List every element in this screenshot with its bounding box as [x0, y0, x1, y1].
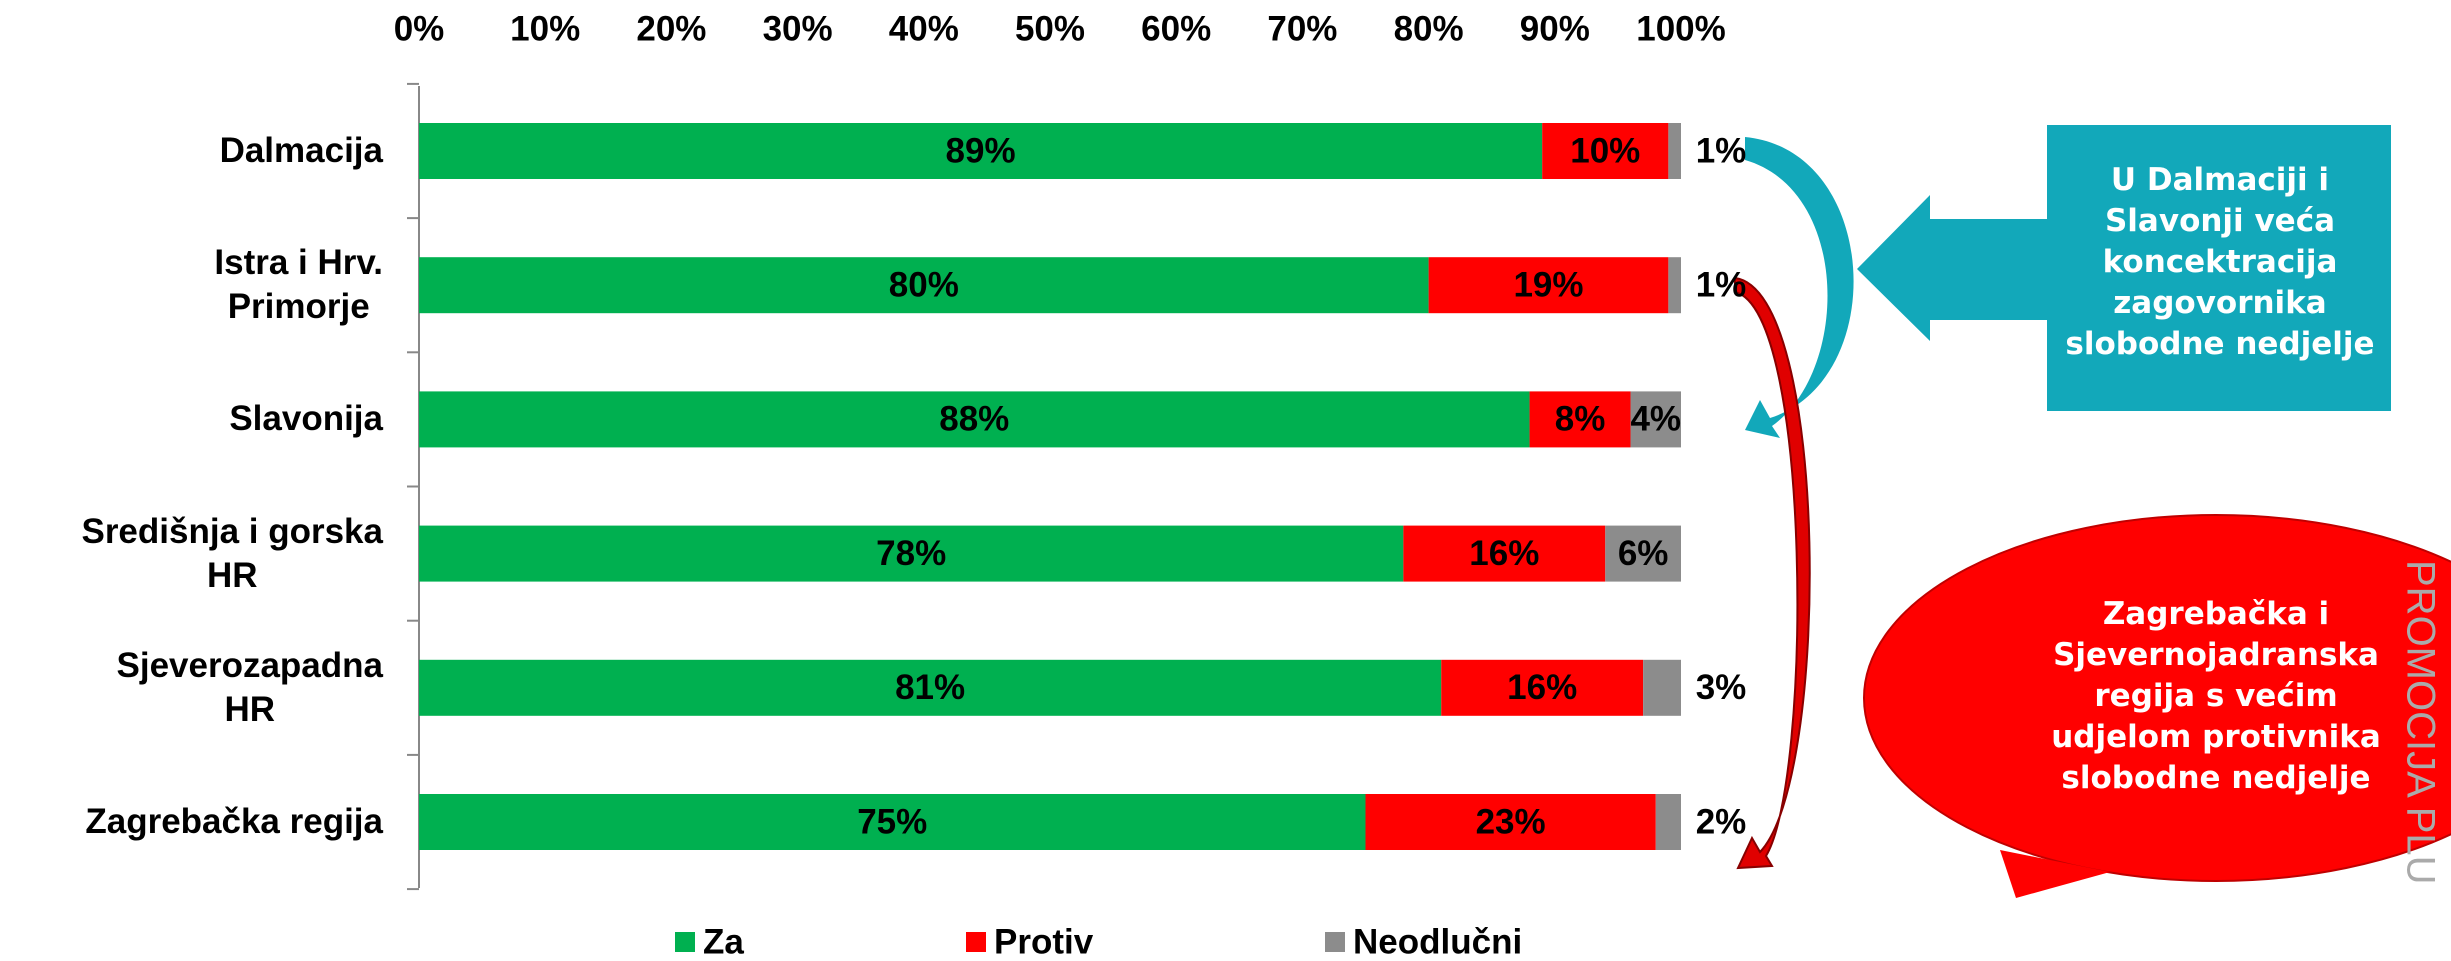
data-label: 8%: [1555, 400, 1606, 439]
data-label: 81%: [895, 668, 965, 707]
logo: PROMOCIJA PLU: [2398, 560, 2442, 885]
legend-swatch: [966, 932, 986, 952]
category-label-box: Slavonija: [0, 397, 383, 441]
bar-segment: [419, 659, 1442, 716]
bar-segment: [1630, 391, 1681, 448]
data-label: 16%: [1469, 534, 1539, 573]
category-label: Slavonija: [229, 399, 383, 439]
callout-label: U Dalmaciji i Slavonji veća koncektracij…: [2065, 162, 2375, 362]
callout-text: U Dalmaciji i Slavonji veća koncektracij…: [2055, 160, 2385, 365]
data-label: 23%: [1476, 802, 1546, 841]
bar-segment: [1668, 123, 1681, 179]
category-label-box: Središnja i gorska HR: [0, 510, 383, 598]
bar-segment: [419, 257, 1429, 314]
x-tick-label: 100%: [1636, 9, 1726, 48]
data-label: 16%: [1507, 668, 1577, 707]
bubble-text: Zagrebačka i Sjevernojadranska regija s …: [2026, 594, 2406, 799]
category-label: Zagrebačka regija: [85, 802, 383, 841]
callout-bubble: [1863, 514, 2451, 882]
legend-label: Za: [703, 922, 744, 961]
bar-segment: [1643, 659, 1681, 716]
legend-label: Neodlučni: [1353, 922, 1522, 961]
category-label: Dalmacija: [219, 131, 383, 170]
x-tick-label: 70%: [1267, 9, 1337, 48]
bar-segment: [1529, 391, 1631, 448]
callout-arrow: [1857, 125, 2391, 411]
callout-tail: [2000, 850, 2110, 898]
x-tick-label: 90%: [1520, 9, 1590, 48]
bar-segment: [1403, 525, 1606, 582]
category-label-box: Sjeverozapadna HR: [0, 644, 384, 732]
x-tick-label: 10%: [510, 9, 580, 48]
data-label: 1%: [1696, 131, 1747, 170]
legend-swatch: [1325, 932, 1345, 952]
data-label: 3%: [1696, 668, 1747, 707]
legend-swatch: [675, 932, 695, 952]
bar-segment: [419, 794, 1366, 850]
data-label: 6%: [1618, 534, 1669, 573]
x-tick-label: 50%: [1015, 9, 1085, 48]
category-label: Središnja i gorska HR: [81, 511, 383, 595]
category-label: Sjeverozapadna HR: [116, 645, 384, 729]
x-tick-label: 40%: [889, 9, 959, 48]
bar-segment: [1605, 525, 1681, 582]
x-tick-label: 30%: [763, 9, 833, 48]
legend-label: Protiv: [994, 922, 1094, 961]
data-label: 2%: [1696, 802, 1747, 841]
data-label: 80%: [889, 265, 959, 304]
x-tick-label: 60%: [1141, 9, 1211, 48]
data-label: 75%: [857, 802, 927, 841]
data-label: 78%: [876, 534, 946, 573]
data-label: 89%: [946, 131, 1016, 170]
x-tick-label: 80%: [1394, 9, 1464, 48]
data-label: 4%: [1630, 400, 1681, 439]
curved-arrow-teal: [1745, 137, 1854, 438]
bar-segment: [419, 525, 1404, 582]
curved-arrow-red: [1734, 276, 1811, 870]
data-label: 10%: [1570, 131, 1640, 170]
bar-segment: [419, 391, 1530, 448]
category-label-box: Zagrebačka regija: [0, 800, 383, 844]
category-label-box: Istra i Hrv. Primorje: [0, 241, 383, 329]
data-label: 88%: [939, 400, 1009, 439]
data-label: 1%: [1696, 265, 1747, 304]
bar-segment: [1542, 123, 1669, 179]
bubble-label: Zagrebačka i Sjevernojadranska regija s …: [2051, 596, 2381, 796]
bar-segment: [1428, 257, 1669, 314]
bar-segment: [1365, 794, 1656, 850]
x-tick-label: 0%: [394, 9, 445, 48]
bar-segment: [1441, 659, 1644, 716]
category-label-box: Dalmacija: [0, 129, 383, 173]
data-label: 19%: [1513, 265, 1583, 304]
x-tick-label: 20%: [636, 9, 706, 48]
bar-segment: [419, 123, 1543, 179]
category-label: Istra i Hrv. Primorje: [214, 243, 383, 327]
bar-segment: [1668, 257, 1681, 314]
bar-segment: [1655, 794, 1681, 850]
